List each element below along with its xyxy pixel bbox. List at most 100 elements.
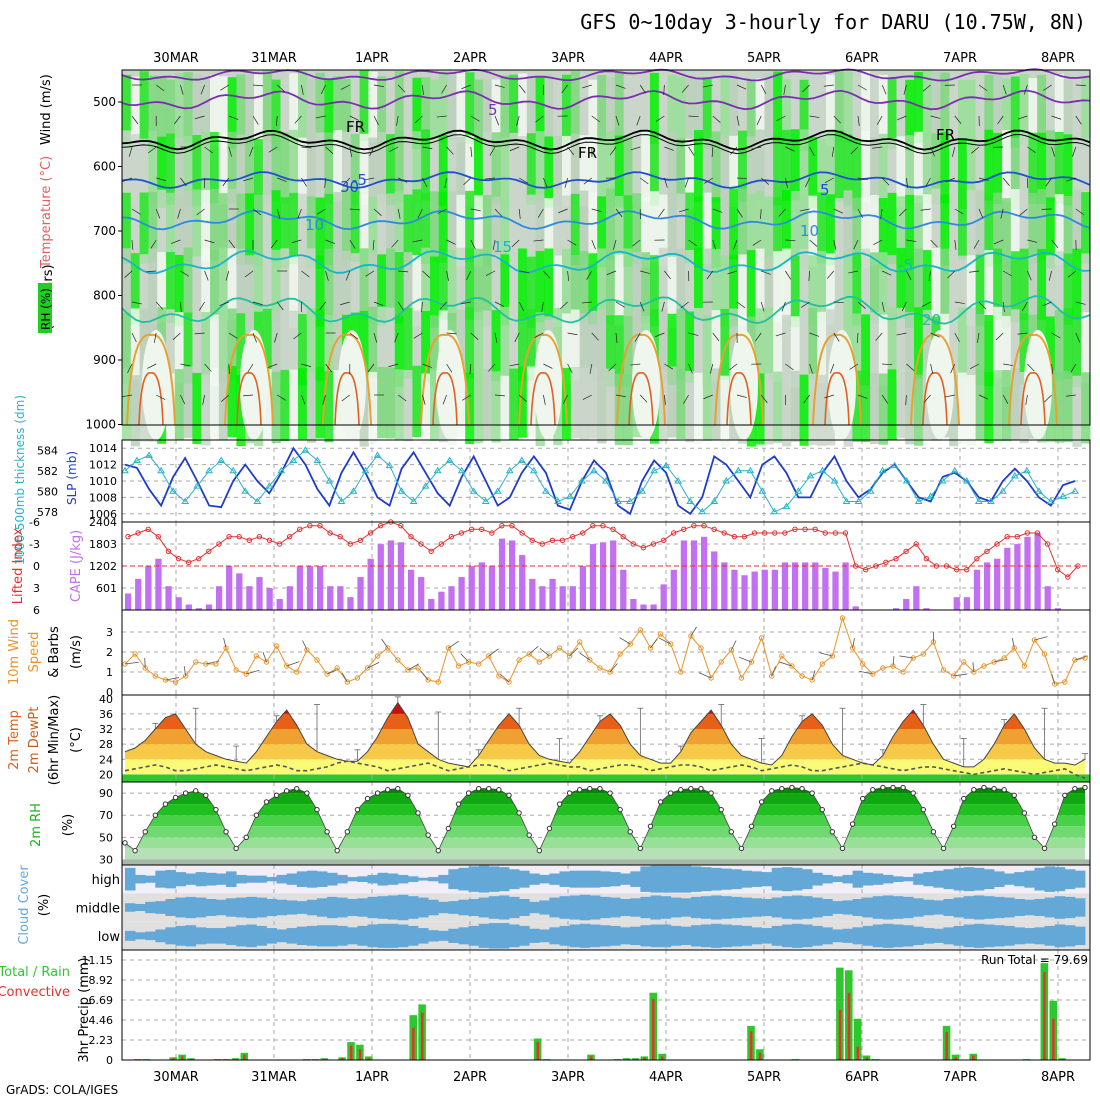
slp-right-tick: 1010 xyxy=(89,475,117,488)
wind-speed-point xyxy=(718,659,724,665)
rh-shade-cell xyxy=(606,368,616,440)
rh-shade-cell xyxy=(676,76,686,148)
warm-contour xyxy=(628,372,654,426)
time-label-top: 5APR xyxy=(747,51,781,66)
rh-point xyxy=(698,785,704,792)
thickness-point xyxy=(1023,466,1031,474)
wind-barb-10m xyxy=(779,661,793,667)
rh-shade-cell xyxy=(694,76,704,148)
rh-shade-cell xyxy=(597,137,607,209)
rh-shade-cell xyxy=(808,255,818,327)
wind-barb xyxy=(930,363,934,374)
wind-speed-point xyxy=(152,673,159,679)
rh-shade-cell xyxy=(474,195,484,267)
cape-bar xyxy=(973,569,981,610)
rh-point xyxy=(961,795,967,802)
wind-barb-10m xyxy=(488,648,499,657)
rh-shade-cell xyxy=(1054,74,1065,146)
rh-shade-cell xyxy=(421,129,431,201)
cloud-low-bar xyxy=(862,925,874,946)
wind-barb xyxy=(591,332,599,341)
wind-barb xyxy=(977,332,980,343)
rh-point xyxy=(789,784,795,791)
wind-barb xyxy=(785,363,794,371)
rh-shade-cell xyxy=(641,130,651,202)
rh-shade-cell xyxy=(430,191,440,263)
thickness-point xyxy=(337,497,346,504)
cape-bar xyxy=(893,608,900,610)
rh-point xyxy=(526,832,532,838)
wind-speed-point xyxy=(475,661,482,667)
cloud-middle-bar xyxy=(246,896,257,919)
wind-barb xyxy=(322,394,326,405)
contour-label: 10 xyxy=(800,222,819,240)
rh-shade-cell xyxy=(192,74,202,146)
rh-shade-cell xyxy=(852,370,862,442)
rh-shade-cell xyxy=(861,70,871,142)
rh-shade-cell xyxy=(386,367,396,439)
rh-plume xyxy=(828,330,856,440)
precip-convective-bar xyxy=(589,1056,593,1060)
wind-speed-point xyxy=(263,659,270,665)
rh-point xyxy=(122,840,128,846)
wind-speed-point xyxy=(253,653,260,659)
wind-barb xyxy=(857,177,868,180)
wind-barb xyxy=(1027,239,1038,243)
rh-shade-cell xyxy=(1054,131,1065,204)
rh-shade-cell xyxy=(896,77,906,149)
rh-shade-cell xyxy=(588,310,598,383)
warm-contour xyxy=(616,333,666,426)
wind-barb xyxy=(494,84,505,88)
wind-barb xyxy=(954,239,957,250)
rh-shade-cell xyxy=(1037,132,1047,204)
rh-shade-cell xyxy=(1063,371,1073,443)
isotherm-contour xyxy=(121,89,1091,111)
cloud-high-bar xyxy=(205,872,217,886)
lifted-index-point xyxy=(549,537,556,544)
cloud-low-bar xyxy=(569,924,581,948)
cloud-middle-bar xyxy=(468,899,480,916)
cloud-middle-bar xyxy=(812,897,823,918)
rh-shade-cell xyxy=(122,130,132,202)
temp-label-2: 2m DewPt xyxy=(27,707,42,774)
rh-shade-cell xyxy=(315,197,325,269)
wind-speed-point xyxy=(385,645,391,651)
wind-speed-point xyxy=(688,633,694,639)
rh-shade-cell xyxy=(878,373,889,445)
rh-shade-cell xyxy=(386,248,396,320)
lifted-index-point xyxy=(913,541,919,547)
rh-shade-cell xyxy=(482,255,493,327)
wind-barb-10m xyxy=(407,663,420,671)
rh-shade-cell xyxy=(526,256,537,328)
cloud-high-bar xyxy=(155,870,166,888)
lifted-index-point xyxy=(903,548,909,555)
wind-barb xyxy=(809,115,820,118)
rh-shade-cell xyxy=(465,190,475,263)
wind-barb xyxy=(388,363,399,368)
wind-barb xyxy=(422,394,426,405)
wind-barb xyxy=(219,301,229,306)
rh-shade-cell xyxy=(403,252,413,324)
cloud-low-bar xyxy=(882,923,894,948)
thickness-point xyxy=(169,487,177,494)
cloud-low-bar xyxy=(983,924,995,948)
rh-shade-cell xyxy=(711,310,721,382)
contour-label: 30 xyxy=(340,178,359,196)
wind-speed-point xyxy=(193,659,199,665)
wind-barb-10m xyxy=(859,670,873,675)
wind-barb xyxy=(367,363,375,373)
wind-barb xyxy=(591,115,601,123)
wind-speed-point xyxy=(961,659,967,665)
rh-shade-cell xyxy=(210,249,220,321)
rh-shade-cell xyxy=(386,134,396,206)
thickness-point xyxy=(710,497,719,504)
wind-speed-point xyxy=(374,653,381,659)
rh-point xyxy=(304,790,310,796)
wind-speed-point xyxy=(354,675,361,681)
rh-shade-cell xyxy=(1054,194,1065,266)
rh-shade-cell xyxy=(817,79,827,151)
wind-barb xyxy=(301,146,312,149)
wind-barb-10m xyxy=(539,648,550,657)
rh-shade-cell xyxy=(887,192,897,265)
wind-barb xyxy=(535,115,544,123)
